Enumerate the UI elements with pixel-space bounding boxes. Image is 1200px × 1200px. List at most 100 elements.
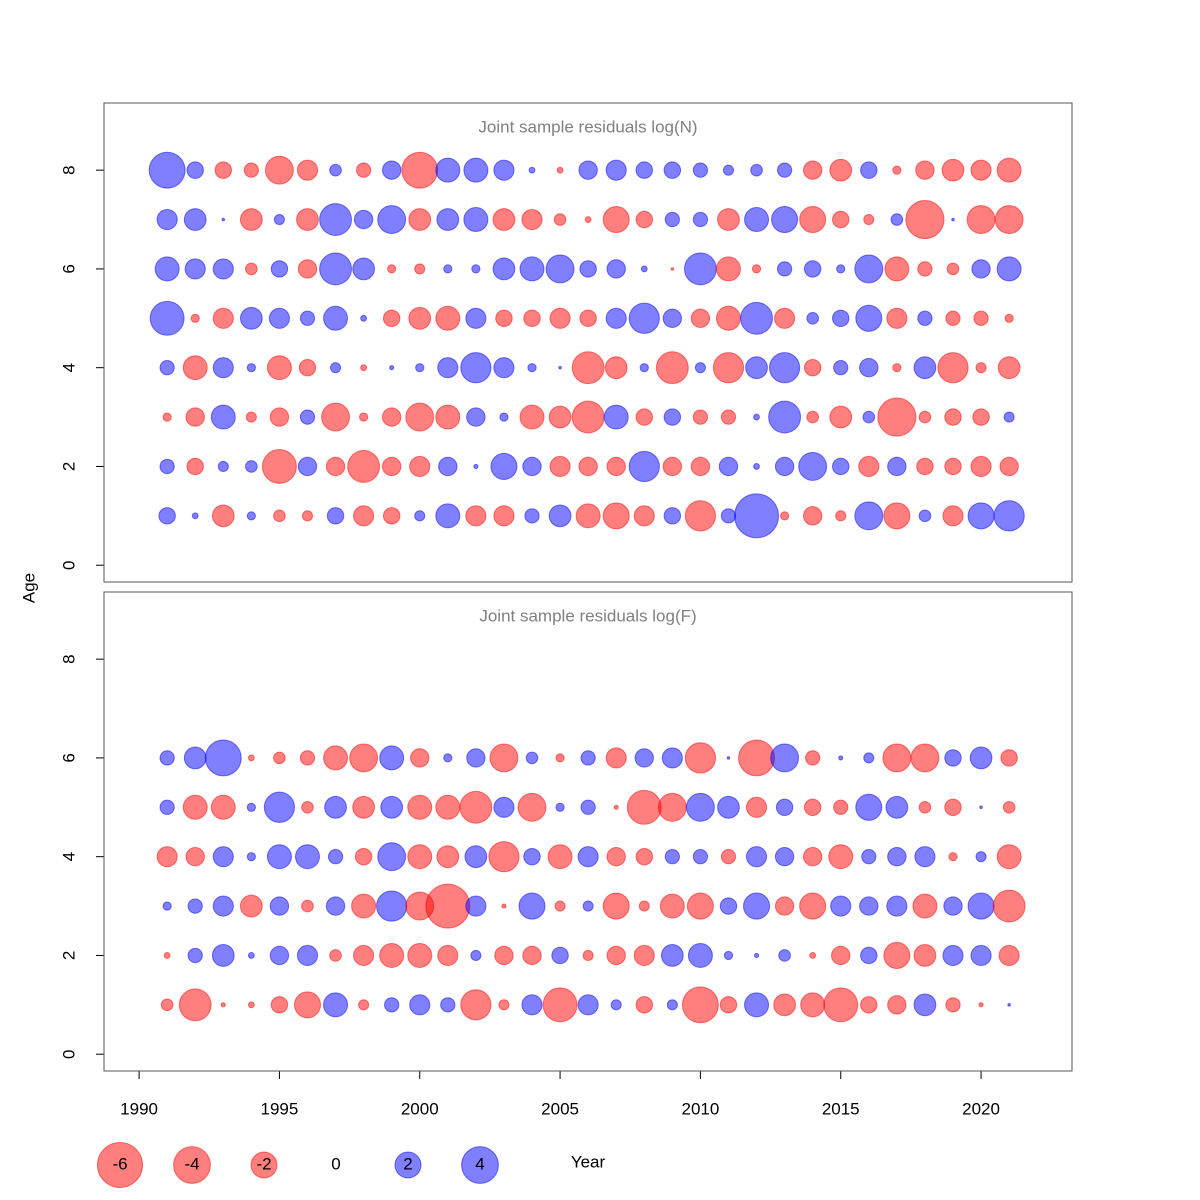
- bubble: [435, 503, 461, 529]
- bubble: [740, 301, 773, 335]
- bubble: [460, 352, 492, 384]
- bubble: [580, 799, 596, 815]
- bubble: [212, 846, 234, 868]
- bubble: [488, 841, 520, 873]
- bubble: [776, 162, 793, 178]
- bubble: [605, 747, 627, 769]
- bubble: [159, 360, 175, 376]
- bubble: [917, 310, 933, 326]
- y-tick-label: 4: [59, 852, 78, 861]
- bubble: [657, 792, 687, 822]
- x-tick-label: 1990: [120, 1099, 158, 1118]
- bubble: [806, 311, 819, 325]
- bubble: [635, 996, 654, 1014]
- legend-bubble: [173, 1146, 211, 1184]
- bubble: [694, 362, 706, 374]
- bubble: [744, 992, 770, 1018]
- bubble: [892, 363, 902, 373]
- bubble: [156, 208, 178, 231]
- bubble: [883, 941, 911, 969]
- bubble: [633, 505, 655, 527]
- bubble: [556, 166, 564, 174]
- bubble: [498, 999, 510, 1011]
- bubble: [886, 895, 908, 917]
- bubble: [473, 463, 479, 470]
- bubble: [577, 846, 599, 868]
- bubble: [266, 355, 292, 381]
- bubble: [774, 307, 796, 329]
- y-tick-label: 0: [59, 560, 78, 569]
- bubble: [944, 408, 962, 426]
- bubble: [633, 944, 655, 967]
- bubble: [489, 743, 519, 773]
- bubble: [803, 798, 822, 817]
- bubble: [463, 207, 489, 233]
- bubble: [163, 952, 171, 959]
- bubble: [726, 756, 731, 760]
- bubble: [828, 844, 854, 870]
- bubble: [802, 506, 823, 526]
- bubble: [185, 846, 205, 867]
- bubble: [323, 305, 349, 331]
- bubble: [578, 160, 598, 180]
- bubble: [329, 163, 342, 177]
- bubble: [243, 162, 259, 178]
- bubble: [408, 208, 432, 231]
- bubble: [751, 264, 762, 274]
- bubble: [158, 507, 176, 525]
- bubble: [330, 362, 342, 374]
- bubble: [832, 210, 850, 229]
- x-tick-label: 2000: [401, 1099, 439, 1118]
- bubble: [863, 752, 875, 764]
- bubble: [862, 410, 876, 424]
- bubble: [210, 794, 236, 820]
- bubble: [239, 306, 263, 330]
- bubble: [571, 351, 605, 385]
- bubble: [829, 158, 853, 182]
- bubble: [553, 213, 567, 226]
- bubble: [325, 456, 346, 477]
- bubble: [246, 802, 256, 812]
- bubble: [855, 304, 883, 332]
- bubble: [443, 753, 453, 763]
- bubble: [542, 987, 578, 1023]
- bubble: [602, 892, 630, 920]
- x-tick-label: 2005: [541, 1099, 579, 1118]
- bubble: [913, 993, 937, 1017]
- bubble: [354, 847, 373, 866]
- bubble: [610, 999, 622, 1011]
- bubble: [803, 358, 822, 377]
- bubble: [269, 896, 290, 916]
- bubble: [522, 945, 542, 966]
- bubble: [975, 362, 987, 374]
- x-tick-label: 1995: [260, 1099, 298, 1118]
- bubble: [160, 998, 174, 1012]
- bubble: [854, 254, 884, 284]
- legend-label: 0: [331, 1154, 340, 1173]
- bubble: [162, 412, 172, 422]
- bubble: [246, 511, 256, 521]
- bubble: [466, 748, 486, 768]
- bubble: [582, 900, 594, 912]
- legend-label: -2: [256, 1154, 271, 1173]
- bubble: [692, 211, 709, 228]
- bubble: [750, 163, 763, 177]
- bubble: [401, 151, 439, 189]
- bubble: [245, 411, 257, 423]
- bubble: [882, 743, 912, 773]
- bubble: [212, 307, 234, 329]
- bubble: [558, 365, 562, 370]
- bubble: [753, 463, 760, 470]
- bubble: [719, 897, 738, 915]
- bubble: [887, 846, 907, 867]
- bubble: [945, 310, 961, 326]
- bubble: [460, 989, 492, 1021]
- bubble: [687, 942, 713, 968]
- bubble: [299, 409, 316, 425]
- bubble: [325, 896, 346, 916]
- bubble: [722, 164, 735, 176]
- bubble: [640, 265, 648, 273]
- bubble: [352, 257, 375, 281]
- bubble: [360, 364, 368, 372]
- legend-bubble: [96, 1141, 144, 1189]
